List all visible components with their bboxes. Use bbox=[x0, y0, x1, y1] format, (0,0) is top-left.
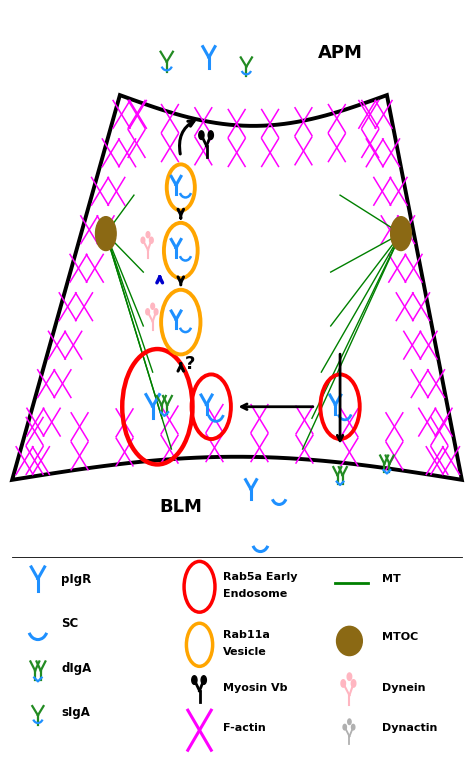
Circle shape bbox=[201, 676, 206, 684]
Circle shape bbox=[192, 676, 197, 684]
Text: APM: APM bbox=[318, 44, 363, 62]
Text: Dynactin: Dynactin bbox=[382, 723, 438, 733]
Text: F-actin: F-actin bbox=[223, 723, 266, 733]
Text: MT: MT bbox=[382, 574, 401, 584]
Circle shape bbox=[141, 237, 145, 243]
Text: SC: SC bbox=[61, 617, 79, 630]
Circle shape bbox=[146, 232, 150, 238]
Text: Dynein: Dynein bbox=[382, 683, 426, 693]
Circle shape bbox=[154, 308, 158, 315]
Text: MTOC: MTOC bbox=[382, 632, 419, 642]
Circle shape bbox=[96, 217, 116, 250]
Ellipse shape bbox=[337, 626, 362, 656]
Circle shape bbox=[151, 303, 155, 309]
Circle shape bbox=[343, 725, 346, 730]
Circle shape bbox=[347, 673, 352, 680]
Circle shape bbox=[149, 237, 153, 243]
Text: Myosin Vb: Myosin Vb bbox=[223, 683, 287, 693]
Text: dIgA: dIgA bbox=[61, 662, 91, 675]
Circle shape bbox=[146, 308, 149, 315]
Circle shape bbox=[348, 719, 351, 725]
Circle shape bbox=[208, 131, 213, 140]
Polygon shape bbox=[12, 95, 462, 480]
Text: ?: ? bbox=[185, 356, 195, 374]
Text: BLM: BLM bbox=[159, 498, 202, 516]
Text: Rab11a: Rab11a bbox=[223, 630, 270, 640]
Text: sIgA: sIgA bbox=[61, 707, 90, 719]
Circle shape bbox=[391, 217, 411, 250]
Text: Rab5a Early: Rab5a Early bbox=[223, 572, 298, 582]
Text: Vesicle: Vesicle bbox=[223, 647, 267, 657]
Text: pIgR: pIgR bbox=[61, 573, 91, 586]
Circle shape bbox=[351, 680, 356, 687]
Circle shape bbox=[199, 131, 204, 140]
Circle shape bbox=[341, 680, 346, 687]
Circle shape bbox=[352, 725, 355, 730]
Text: Endosome: Endosome bbox=[223, 590, 287, 600]
